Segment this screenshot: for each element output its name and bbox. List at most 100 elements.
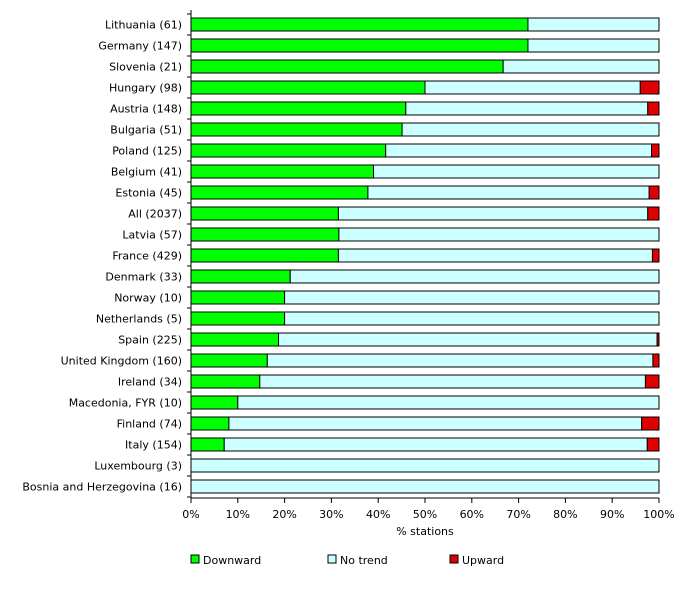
category-label: Hungary (98) — [109, 82, 182, 95]
bar-segment-upward — [652, 353, 660, 368]
bar-segment-no-trend — [284, 290, 660, 305]
bar-segment-downward — [190, 80, 426, 95]
category-label: Poland (125) — [112, 145, 182, 158]
bar-segment-upward — [647, 206, 660, 221]
bar-segment-no-trend — [373, 164, 660, 179]
bar-segment-downward — [190, 395, 239, 410]
bar-segment-no-trend — [237, 395, 660, 410]
bar-segment-downward — [190, 416, 230, 431]
bar-segment-no-trend — [278, 332, 658, 347]
bar-segment-downward — [190, 437, 225, 452]
category-label: Estonia (45) — [115, 187, 182, 200]
category-label: United Kingdom (160) — [61, 355, 182, 368]
category-label: Austria (148) — [110, 103, 182, 116]
bar-segment-downward — [190, 332, 280, 347]
bar-segment-no-trend — [337, 248, 653, 263]
legend-label: No trend — [340, 554, 388, 567]
category-label: Netherlands (5) — [96, 313, 182, 326]
category-label: Luxembourg (3) — [94, 460, 182, 473]
x-tick-label: 60% — [460, 508, 484, 521]
bar-segment-upward — [648, 185, 660, 200]
x-tick-label: 10% — [226, 508, 250, 521]
bar-segment-downward — [190, 353, 268, 368]
legend-swatch-no-trend — [327, 554, 337, 564]
legend: Downward No trend Upward — [190, 554, 504, 567]
bar-segment-downward — [190, 101, 407, 116]
bar-segment-upward — [646, 437, 660, 452]
bar-segment-downward — [190, 311, 286, 326]
bar-segment-downward — [190, 143, 387, 158]
bar-segment-no-trend — [527, 17, 660, 32]
category-label: Belgium (41) — [111, 166, 182, 179]
bar-segment-no-trend — [337, 206, 649, 221]
bar-segment-no-trend — [289, 269, 660, 284]
category-label: Italy (154) — [125, 439, 182, 452]
bar-segment-upward — [651, 248, 660, 263]
legend-label: Upward — [462, 554, 504, 567]
category-label: Macedonia, FYR (10) — [69, 397, 182, 410]
bar-segment-upward — [639, 80, 660, 95]
bar-segment-no-trend — [223, 437, 648, 452]
bar-segment-no-trend — [401, 122, 660, 137]
category-label: Norway (10) — [114, 292, 182, 305]
x-tick-label: 30% — [319, 508, 343, 521]
x-tick-label: 0% — [182, 508, 199, 521]
category-labels: Lithuania (61) Germany (147) Slovenia (21)… — [22, 19, 182, 494]
bar-segment-downward — [190, 206, 339, 221]
x-tick-label: 80% — [553, 508, 577, 521]
category-label: Latvia (57) — [122, 229, 182, 242]
bar-segment-downward — [190, 227, 340, 242]
bar-segment-no-trend — [385, 143, 653, 158]
bar-segment-upward — [647, 101, 660, 116]
x-tick-label: 40% — [366, 508, 390, 521]
bar-segment-upward — [651, 143, 660, 158]
bar-segment-downward — [190, 122, 403, 137]
bar-segment-no-trend — [190, 458, 660, 473]
bar-segment-no-trend — [284, 311, 660, 326]
category-label: Finland (74) — [117, 418, 182, 431]
bar-segment-no-trend — [405, 101, 649, 116]
bar-segment-no-trend — [338, 227, 660, 242]
category-label: Ireland (34) — [118, 376, 182, 389]
x-tick-label: 90% — [600, 508, 624, 521]
bar-segment-no-trend — [228, 416, 643, 431]
category-label: Lithuania (61) — [105, 19, 182, 32]
category-label: Bosnia and Herzegovina (16) — [22, 481, 182, 494]
bar-segment-no-trend — [259, 374, 646, 389]
legend-swatch-downward — [190, 554, 200, 564]
bar-segment-downward — [190, 38, 529, 53]
bar-segment-upward — [644, 374, 660, 389]
x-tick-label: 20% — [272, 508, 296, 521]
x-tick-label: 50% — [413, 508, 437, 521]
category-label: France (429) — [112, 250, 182, 263]
bar-segment-downward — [190, 248, 339, 263]
x-tick-label: 100% — [643, 508, 674, 521]
bar-segment-upward — [656, 332, 660, 347]
bar-segment-downward — [190, 185, 369, 200]
bar-segment-downward — [190, 164, 375, 179]
category-label: Germany (147) — [98, 40, 182, 53]
category-label: Denmark (33) — [105, 271, 182, 284]
bar-segment-downward — [190, 59, 504, 74]
bar-segment-upward — [641, 416, 660, 431]
bar-segment-no-trend — [367, 185, 650, 200]
x-tick-labels: 0% 10% 20% 30% 40% 50% 60% 70% 80% 90% 100% — [182, 508, 674, 521]
category-label: Slovenia (21) — [109, 61, 182, 74]
category-label: Bulgaria (51) — [110, 124, 182, 137]
bar-segment-downward — [190, 374, 261, 389]
axes-layer — [187, 10, 660, 503]
x-axis-title: % stations — [396, 525, 454, 538]
category-label: Spain (225) — [118, 334, 182, 347]
bars-layer — [190, 17, 660, 494]
bar-segment-downward — [190, 17, 529, 32]
x-tick-label: 70% — [506, 508, 530, 521]
category-label: All (2037) — [128, 208, 182, 221]
bar-segment-downward — [190, 269, 291, 284]
legend-swatch-upward — [449, 554, 459, 564]
bar-segment-no-trend — [266, 353, 654, 368]
bar-segment-no-trend — [502, 59, 660, 74]
bar-segment-no-trend — [190, 479, 660, 494]
bar-segment-no-trend — [424, 80, 641, 95]
legend-label: Downward — [203, 554, 261, 567]
